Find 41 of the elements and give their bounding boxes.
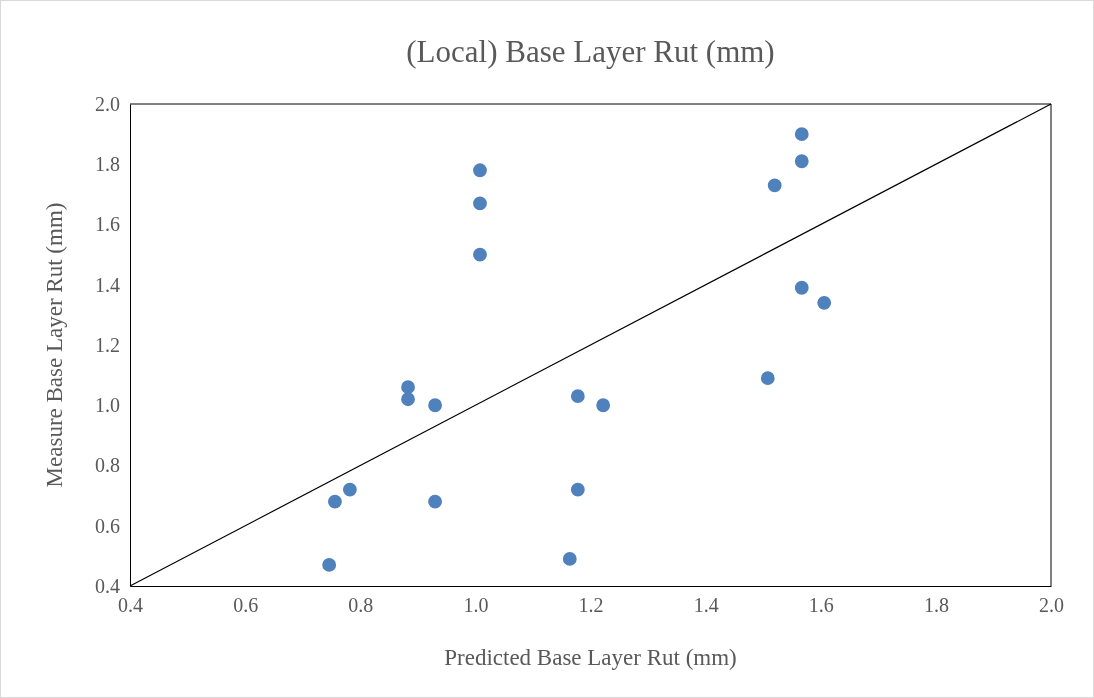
x-tick-label: 1.6 <box>808 594 834 617</box>
point <box>428 494 442 509</box>
point <box>570 389 585 404</box>
x-axis-title: Predicted Base Layer Rut (mm) <box>444 645 737 670</box>
point <box>322 558 337 572</box>
point <box>817 295 832 310</box>
y-tick-label: 1.4 <box>95 273 120 296</box>
point <box>570 482 585 497</box>
x-tick-label: 1.8 <box>923 594 949 617</box>
point <box>596 398 611 413</box>
x-tick-label: 1.4 <box>693 594 719 617</box>
point <box>342 482 357 497</box>
x-tick-label: 0.8 <box>348 594 374 617</box>
point <box>794 280 809 295</box>
y-tick-label: 1.8 <box>95 153 120 176</box>
x-tick-label: 0.6 <box>233 594 259 617</box>
point <box>401 392 415 407</box>
chart-title: (Local) Base Layer Rut (mm) <box>406 34 775 69</box>
point <box>760 371 775 386</box>
point <box>428 398 442 413</box>
x-tick-label: 1.2 <box>578 594 604 617</box>
y-tick-label: 2.0 <box>95 92 120 115</box>
x-tick-label: 0.4 <box>118 594 143 617</box>
point <box>794 154 809 169</box>
y-tick-label: 1.2 <box>95 333 120 356</box>
point <box>767 178 782 193</box>
point <box>562 551 577 566</box>
y-tick-label: 0.8 <box>95 454 120 477</box>
x-tick-label: 1.0 <box>463 594 489 617</box>
y-tick-label: 1.6 <box>95 213 120 236</box>
point <box>328 494 342 509</box>
y-axis-title: Measure Base Layer Rut (mm) <box>42 202 67 488</box>
y-tick-label: 1.0 <box>95 394 120 417</box>
x-tick-label: 2.0 <box>1039 594 1064 617</box>
y-tick-label: 0.4 <box>95 574 120 597</box>
point <box>473 196 487 211</box>
point <box>401 380 415 395</box>
point <box>473 247 487 262</box>
y-tick-label: 0.6 <box>95 514 120 537</box>
point <box>473 163 487 178</box>
point <box>794 127 809 142</box>
